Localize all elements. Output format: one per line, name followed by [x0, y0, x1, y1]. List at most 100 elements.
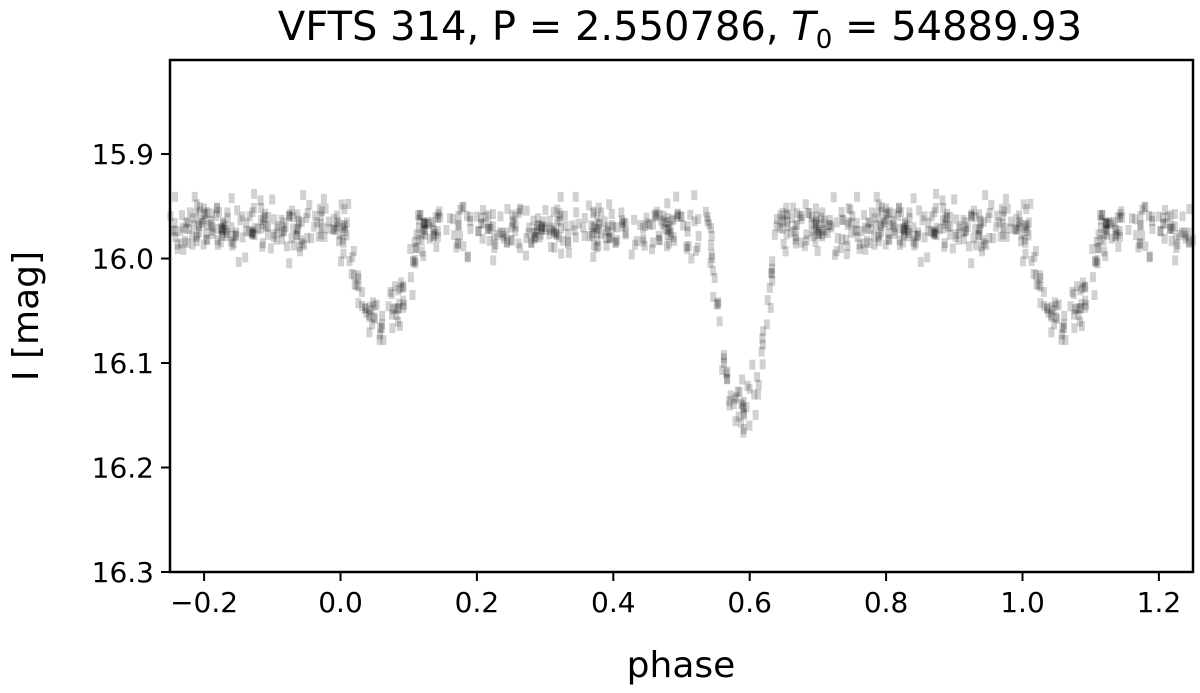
data-point: [492, 239, 499, 250]
data-point: [692, 245, 699, 256]
data-point: [208, 225, 215, 236]
data-point: [1059, 322, 1066, 333]
data-point: [1137, 220, 1144, 231]
data-point: [933, 188, 940, 199]
data-point: [891, 208, 898, 219]
data-point: [1116, 212, 1123, 223]
data-point: [670, 214, 677, 225]
data-point: [610, 221, 617, 232]
data-point: [1007, 216, 1014, 227]
data-point: [1106, 217, 1113, 228]
data-point: [744, 380, 751, 391]
data-point: [183, 217, 190, 228]
data-point: [684, 226, 691, 237]
data-point: [732, 416, 739, 427]
data-point: [460, 201, 467, 212]
data-point: [1157, 226, 1164, 237]
data-point: [736, 387, 743, 398]
data-point: [494, 229, 501, 240]
data-point: [769, 263, 776, 274]
data-point: [803, 235, 810, 246]
data-point: [873, 219, 880, 230]
data-point: [530, 227, 537, 238]
data-point: [900, 224, 907, 235]
data-point: [1182, 233, 1189, 244]
data-point: [482, 211, 489, 222]
data-point: [740, 396, 747, 407]
data-point: [1116, 225, 1123, 236]
data-point: [882, 214, 889, 225]
data-point: [932, 202, 939, 213]
data-point: [819, 225, 826, 236]
data-point: [1160, 212, 1167, 223]
data-point: [1102, 251, 1109, 262]
data-point: [899, 237, 906, 248]
data-point: [726, 396, 733, 407]
data-point: [1172, 255, 1179, 266]
data-point: [896, 202, 903, 213]
data-point: [196, 202, 203, 213]
data-point: [257, 215, 264, 226]
data-point: [819, 229, 826, 240]
data-point: [652, 211, 659, 222]
data-point: [261, 212, 268, 223]
data-point: [980, 235, 987, 246]
data-point: [503, 237, 510, 248]
data-point: [871, 213, 878, 224]
data-point: [223, 225, 230, 236]
data-point: [663, 241, 670, 252]
data-point: [377, 329, 384, 340]
data-point: [632, 239, 639, 250]
data-point: [1102, 217, 1109, 228]
data-point: [644, 218, 651, 229]
data-point: [171, 217, 178, 228]
data-point: [1099, 210, 1106, 221]
data-point: [286, 209, 293, 220]
data-point: [1067, 301, 1074, 312]
data-point: [688, 253, 695, 264]
data-point: [189, 239, 196, 250]
data-point: [395, 303, 402, 314]
data-point: [484, 223, 491, 234]
data-point: [232, 230, 239, 241]
data-point: [687, 209, 694, 220]
data-point: [912, 238, 919, 249]
data-point: [715, 297, 722, 308]
data-point: [196, 206, 203, 217]
data-point: [191, 219, 198, 230]
data-point: [475, 226, 482, 237]
data-point: [898, 207, 905, 218]
data-point: [946, 229, 953, 240]
data-point: [708, 240, 715, 251]
data-point: [666, 221, 673, 232]
data-point: [981, 238, 988, 249]
data-point: [972, 223, 979, 234]
data-point: [890, 219, 897, 230]
data-point: [1133, 230, 1140, 241]
data-point: [785, 221, 792, 232]
data-point: [928, 211, 935, 222]
data-point: [985, 212, 992, 223]
data-point: [1023, 204, 1030, 215]
data-point: [193, 236, 200, 247]
data-point: [1119, 212, 1126, 223]
data-point: [1055, 299, 1062, 310]
data-point: [1077, 285, 1084, 296]
data-point: [508, 235, 515, 246]
data-point: [822, 225, 829, 236]
data-point: [790, 202, 797, 213]
data-point: [828, 222, 835, 233]
data-point: [691, 190, 698, 201]
data-point: [986, 208, 993, 219]
data-point: [556, 208, 563, 219]
data-point: [313, 217, 320, 228]
data-point: [554, 216, 561, 227]
data-point: [536, 232, 543, 243]
data-point: [1037, 273, 1044, 284]
data-point: [421, 224, 428, 235]
data-point: [224, 227, 231, 238]
data-point: [337, 229, 344, 240]
data-point: [637, 219, 644, 230]
data-point: [196, 227, 203, 238]
